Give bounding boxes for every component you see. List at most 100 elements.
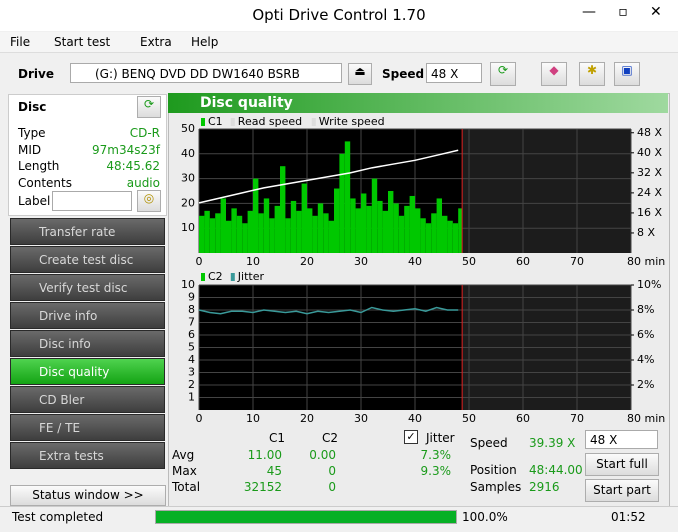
c1-bar: [242, 223, 248, 253]
legend-swatch: [230, 118, 235, 126]
position-value: 48:44.00: [529, 463, 583, 477]
speed-info-label: Speed: [470, 436, 508, 450]
nav-button[interactable]: Create test disc: [10, 246, 165, 273]
settings-button[interactable]: ✱: [579, 62, 605, 86]
c1-bar: [436, 198, 442, 253]
erase-button[interactable]: ◆: [541, 62, 567, 86]
speed-select[interactable]: 48 X: [426, 63, 482, 83]
c1-bar: [339, 153, 345, 253]
stat-row-label: Max: [172, 464, 197, 478]
disc-refresh[interactable]: ⟳: [137, 96, 161, 118]
nav-button[interactable]: Verify test disc: [10, 274, 165, 301]
nav-button[interactable]: Drive info: [10, 302, 165, 329]
label-button[interactable]: ◎: [137, 190, 161, 212]
x-tick-label: 30: [354, 412, 368, 425]
legend-swatch: [201, 118, 205, 126]
c1-bar: [204, 210, 210, 253]
disc-field-value: 48:45.62: [106, 159, 160, 173]
c1-bar: [366, 205, 372, 253]
c1-bar: [377, 200, 383, 253]
c1-bar: [398, 215, 405, 253]
legend-label: Jitter: [237, 270, 265, 283]
c1-bar: [344, 141, 351, 253]
x-tick-label: 60: [516, 412, 530, 425]
c1-bar: [415, 208, 421, 253]
c1-bar: [258, 213, 264, 253]
c1-bar: [350, 198, 356, 253]
y2-tick-label: 48 X: [637, 126, 662, 139]
c1-bar: [323, 213, 329, 253]
legend-label: Read speed: [238, 115, 302, 128]
start-full-button[interactable]: Start full: [585, 453, 659, 476]
menu-item[interactable]: File: [10, 35, 31, 49]
y-tick-label: 9: [188, 291, 195, 304]
y-tick-label: 50: [181, 122, 195, 135]
label-caption: Label: [18, 194, 51, 208]
x-tick-label: 60: [516, 255, 530, 268]
y-tick-label: 10: [181, 221, 195, 234]
y2-tick-label: 6%: [637, 328, 654, 341]
c1-bar: [371, 178, 378, 253]
nav-button[interactable]: Disc quality: [10, 358, 165, 385]
jitter-stat: 9.3%: [420, 464, 452, 478]
c1-bar: [263, 198, 270, 253]
label-input[interactable]: [52, 191, 132, 211]
menu-item[interactable]: Help: [191, 35, 219, 49]
window-controls[interactable]: — ▫ ✕: [582, 4, 662, 20]
menu-item[interactable]: Extra: [140, 35, 172, 49]
x-tick-label: 30: [354, 255, 368, 268]
y-tick-label: 20: [181, 196, 195, 209]
c1-bar: [231, 208, 237, 253]
c1-bar: [420, 218, 426, 253]
y-tick-label: 5: [188, 341, 195, 354]
eject-button[interactable]: ⏏: [348, 63, 372, 85]
c1-bar: [328, 220, 334, 253]
x-tick-label: 0: [196, 412, 203, 425]
x-tick-label: 0: [196, 255, 203, 268]
speed-select-2[interactable]: 48 X: [585, 430, 658, 449]
c1-bar: [404, 205, 410, 253]
nav-button[interactable]: Transfer rate: [10, 218, 165, 245]
refresh-button[interactable]: ⟳: [490, 62, 516, 86]
c1-bar: [382, 210, 388, 253]
nav-button[interactable]: FE / TE: [10, 414, 165, 441]
series-line: [198, 149, 459, 204]
c1-stat: 45: [266, 464, 282, 478]
nav-button[interactable]: Disc info: [10, 330, 165, 357]
menu-item[interactable]: Start test: [54, 35, 111, 49]
jitter-checkbox[interactable]: ✓: [404, 430, 418, 444]
y-tick-label: 4: [188, 353, 195, 366]
jitter-label: Jitter: [426, 431, 455, 445]
y-tick-label: 7: [188, 316, 195, 329]
y2-tick-label: 24 X: [637, 186, 662, 199]
nav-button[interactable]: CD Bler: [10, 386, 165, 413]
series-line: [198, 306, 459, 315]
legend-swatch: [230, 273, 235, 281]
save-button[interactable]: ▣: [614, 62, 640, 86]
x-tick-label: 50: [462, 412, 476, 425]
speed-info-value: 39.39 X: [529, 436, 576, 450]
y2-tick-label: 32 X: [637, 166, 662, 179]
c1-header: C1: [269, 431, 286, 445]
jitter-stat: 7.3%: [420, 448, 452, 462]
x-tick-label: 20: [300, 255, 314, 268]
elapsed-time: 01:52: [611, 510, 646, 524]
c1-stat: 11.00: [247, 448, 282, 462]
x-tick-label: 70: [570, 412, 584, 425]
y-tick-label: 6: [188, 328, 195, 341]
drive-select[interactable]: (G:) BENQ DVD DD DW1640 BSRB: [70, 63, 342, 83]
disc-field-label: Length: [18, 159, 60, 173]
disc-field-value: 97m34s23f: [92, 142, 160, 157]
y-tick-label: 3: [188, 366, 195, 379]
c1-bar: [301, 183, 307, 253]
c1-bar: [312, 215, 318, 253]
samples-label: Samples: [470, 480, 522, 494]
status-window-button[interactable]: Status window >>: [10, 485, 166, 506]
stat-row-label: Avg: [172, 448, 195, 462]
y2-tick-label: 2%: [637, 378, 654, 391]
panel-header: [168, 93, 668, 113]
y-tick-label: 40: [181, 147, 195, 160]
start-part-button[interactable]: Start part: [585, 479, 659, 502]
nav-button[interactable]: Extra tests: [10, 442, 165, 469]
